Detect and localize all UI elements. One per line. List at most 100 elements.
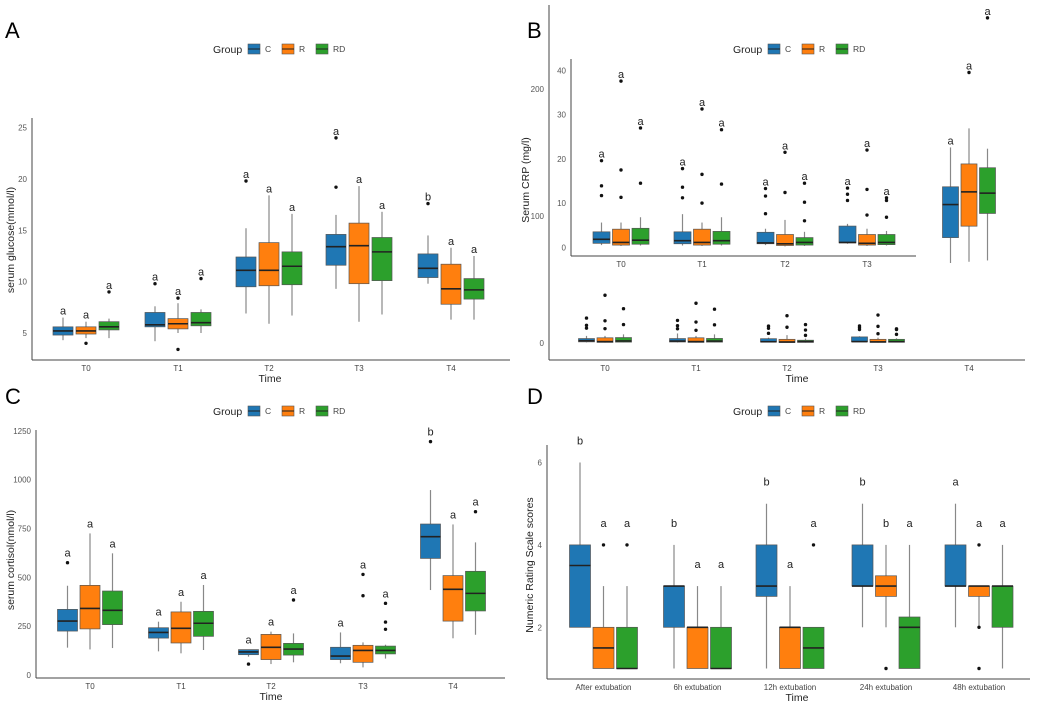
box-R: a: [968, 518, 990, 671]
significance-letter: b: [427, 427, 433, 439]
significance-letter: a: [637, 116, 644, 128]
significance-letter: a: [801, 171, 808, 183]
legend-title: Group: [213, 44, 242, 56]
significance-letter: a: [450, 509, 457, 521]
box-iqr: [991, 585, 1014, 628]
box-C: [669, 318, 686, 343]
box-C: a: [838, 176, 857, 244]
outlier-point: [802, 219, 807, 223]
significance-letter: a: [87, 518, 94, 530]
legend-label: C: [785, 406, 791, 416]
box-R: [687, 301, 705, 343]
significance-letter: a: [810, 518, 817, 530]
box-iqr: [776, 234, 794, 246]
outlier-point: [845, 186, 850, 190]
significance-letter: a: [472, 497, 479, 509]
box-iqr: [98, 321, 120, 331]
box-iqr: [348, 222, 370, 285]
outlier-point: [334, 136, 338, 140]
outlier-point: [603, 293, 607, 297]
outlier-point: [619, 195, 623, 200]
significance-letter: a: [243, 169, 250, 181]
outlier-point: [65, 561, 70, 565]
outlier-point: [107, 290, 111, 294]
box-RD: [797, 322, 814, 343]
box-RD: a: [375, 588, 396, 659]
significance-letter: a: [679, 157, 686, 169]
box-iqr: [102, 590, 123, 625]
significance-letter: a: [333, 126, 340, 138]
panel-label: C: [5, 384, 21, 409]
box-iqr: [281, 251, 303, 286]
outlier-point: [894, 327, 899, 331]
box-R: a: [776, 140, 794, 247]
outlier-point: [584, 316, 589, 320]
outlier-point: [700, 172, 704, 177]
x-tick-label: T3: [358, 682, 368, 691]
box-iqr: [417, 253, 439, 278]
significance-letter: a: [337, 617, 344, 629]
legend-label: R: [819, 44, 825, 54]
panel-C: C Group C R RD serum cortisol(nmol/l) 0 250 500 7…: [5, 384, 505, 703]
box-iqr: [569, 544, 591, 628]
box-RD: a: [877, 186, 896, 246]
x-tick-label: T4: [448, 682, 458, 691]
outlier-point: [719, 128, 724, 132]
outlier-point: [865, 187, 869, 192]
outlier-point: [763, 194, 768, 198]
box-R: a: [592, 518, 615, 669]
significance-letter: a: [155, 607, 162, 619]
x-tick-label: T3: [862, 260, 872, 269]
outlier-point: [621, 322, 626, 327]
box-iqr: [235, 256, 257, 288]
box-iqr: [851, 544, 874, 587]
legend-label: RD: [853, 44, 865, 54]
significance-letter: a: [952, 477, 959, 489]
outlier-point: [383, 601, 388, 606]
x-tick-label: T1: [697, 260, 707, 269]
box-iqr: [352, 644, 374, 663]
box-C: a: [52, 306, 74, 341]
outlier-point: [153, 282, 157, 286]
box-iqr: [756, 231, 775, 245]
legend-label: RD: [853, 406, 865, 416]
significance-letter: a: [976, 518, 983, 530]
panel-label: D: [527, 384, 543, 409]
box-iqr: [669, 338, 686, 343]
box-RD: a: [979, 6, 996, 261]
outlier-point: [675, 327, 680, 331]
box-C: [760, 324, 777, 343]
box-C: a: [942, 135, 959, 263]
box-RD: a: [795, 171, 814, 246]
panel-A: A Group C R RD serum glucose(mmol/l) 5 10 15 20 25…: [5, 18, 510, 385]
outlier-point: [599, 158, 604, 163]
x-tick-label: 48h extubation: [953, 683, 1006, 692]
box-RD: [706, 307, 723, 343]
box-iqr: [420, 523, 441, 559]
outlier-point: [977, 666, 981, 671]
significance-letter: a: [289, 202, 296, 214]
box-RD: a: [898, 518, 921, 669]
significance-letter: a: [618, 69, 625, 81]
outlier-point: [383, 620, 388, 624]
outlier-point: [176, 296, 180, 300]
outlier-point: [700, 201, 704, 205]
outlier-point: [680, 166, 685, 171]
outlier-point: [712, 307, 717, 311]
x-tick-label: 12h extubation: [764, 683, 817, 692]
x-axis-title: Time: [259, 373, 282, 385]
box-iqr: [258, 242, 280, 287]
panel-D: D Group C R RD Numeric Rating Scale scores 2 4 6…: [524, 384, 1030, 704]
box-iqr: [325, 234, 347, 266]
box-R: a: [258, 183, 280, 324]
box-iqr: [968, 585, 990, 597]
y-tick-label: 10: [18, 278, 27, 287]
y-tick-label: 200: [531, 85, 545, 94]
box-C: b: [755, 477, 778, 669]
box-C: a: [673, 157, 692, 246]
significance-letter: a: [694, 559, 701, 571]
y-axis-title: Numeric Rating Scale scores: [524, 497, 536, 632]
box-iqr: [615, 337, 632, 343]
significance-letter: a: [60, 306, 67, 318]
x-tick-label: T3: [873, 364, 883, 373]
